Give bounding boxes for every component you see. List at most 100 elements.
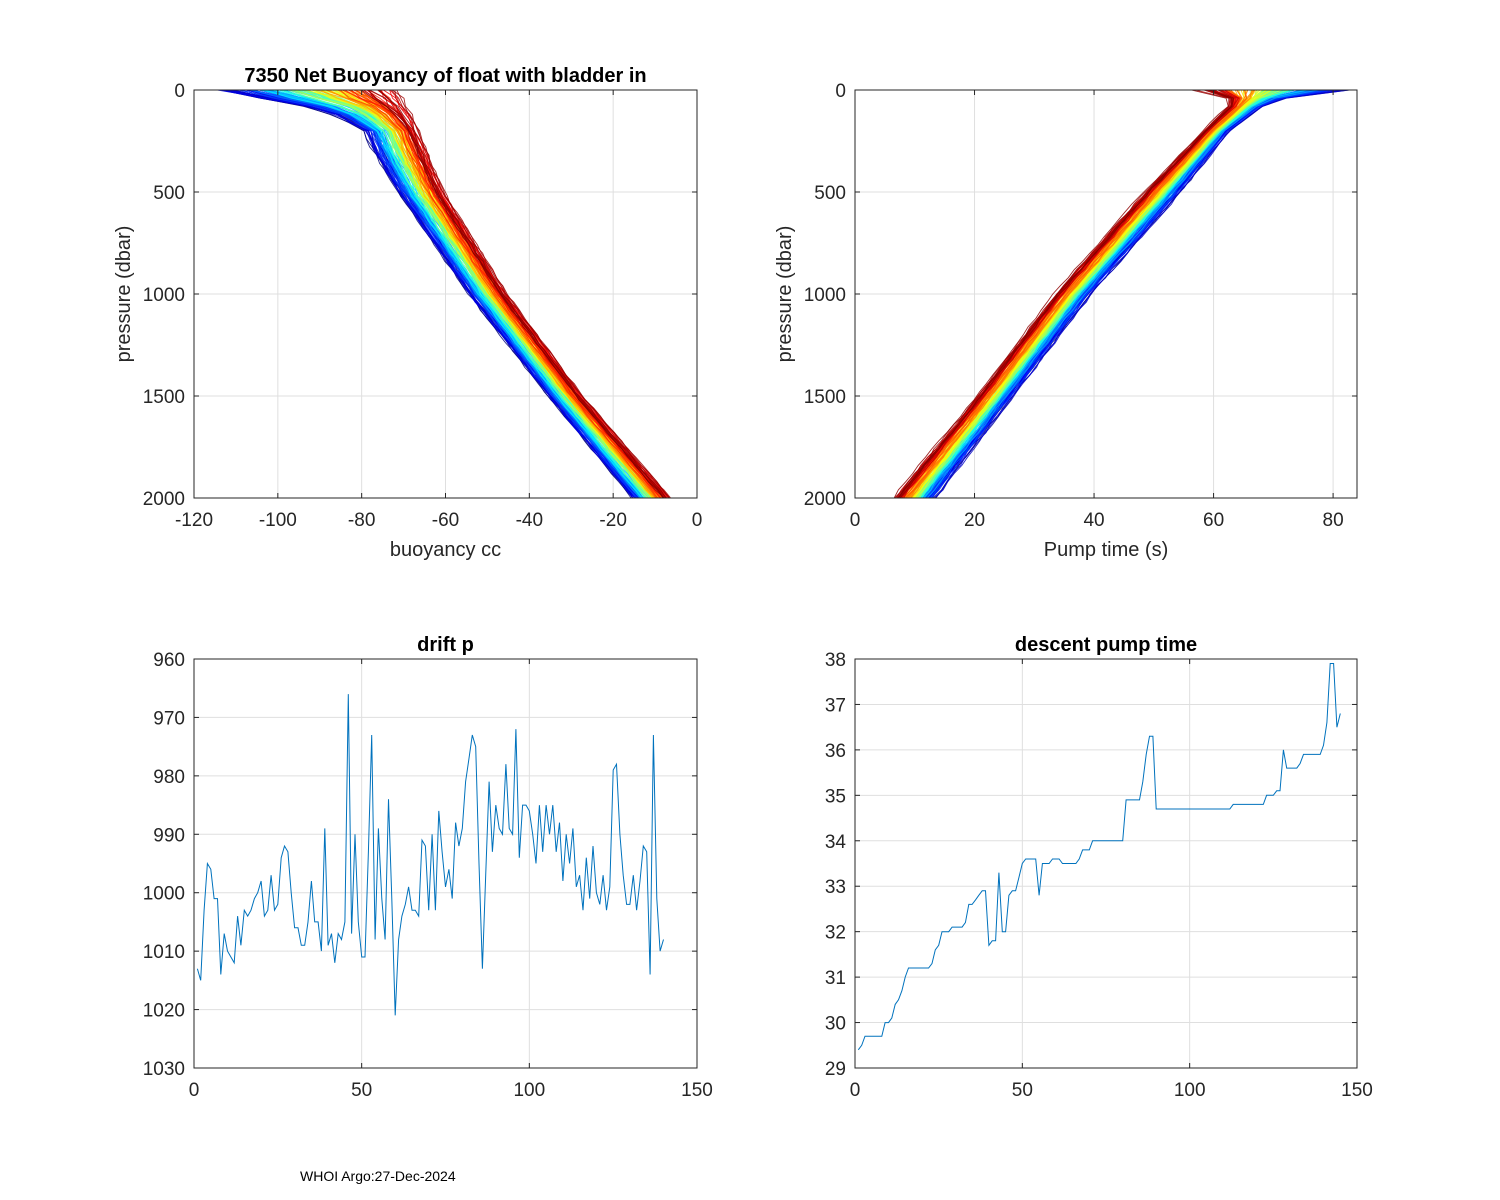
profile-line bbox=[893, 90, 1229, 498]
chart-title: drift p bbox=[417, 634, 474, 656]
profile-line bbox=[923, 90, 1308, 498]
x-tick-label: -40 bbox=[516, 510, 543, 531]
plot-area bbox=[196, 694, 664, 1016]
profile-line bbox=[239, 90, 639, 498]
plot-area bbox=[857, 663, 1341, 1051]
profile-line bbox=[240, 90, 636, 498]
y-tick-label: 2000 bbox=[143, 489, 185, 510]
series-line bbox=[857, 663, 1341, 1051]
x-tick-label: 150 bbox=[1341, 1080, 1373, 1101]
x-tick-label: 0 bbox=[189, 1080, 200, 1101]
x-tick-label: 50 bbox=[1012, 1080, 1033, 1101]
profile-line bbox=[391, 90, 670, 498]
pump-time-panel: 0 20 40 60 80 0 500 1000 1500 2000 Pump time (s) pr… bbox=[774, 81, 1358, 561]
profile-line bbox=[294, 90, 650, 498]
profile-line bbox=[927, 90, 1318, 498]
x-tick-label: 0 bbox=[850, 1080, 861, 1101]
x-tick-label: -60 bbox=[432, 510, 459, 531]
profile-line bbox=[361, 90, 664, 498]
profile-line bbox=[930, 90, 1327, 498]
x-axis-label: buoyancy cc bbox=[390, 539, 501, 561]
profile-line bbox=[916, 90, 1277, 498]
x-tick-label: -100 bbox=[259, 510, 297, 531]
x-tick-label: 0 bbox=[850, 510, 861, 531]
profile-line bbox=[217, 90, 634, 498]
profile-line bbox=[260, 90, 641, 498]
profile-line bbox=[934, 90, 1346, 498]
y-tick-label: 500 bbox=[814, 183, 846, 204]
x-tick-label: 150 bbox=[681, 1080, 713, 1101]
plot-area bbox=[217, 90, 672, 498]
x-tick-label: 50 bbox=[351, 1080, 372, 1101]
profile-line bbox=[350, 90, 662, 498]
y-tick-label: 990 bbox=[153, 825, 185, 846]
profile-line bbox=[305, 90, 653, 498]
x-tick-label: -80 bbox=[348, 510, 375, 531]
profile-line bbox=[344, 90, 662, 498]
y-tick-label: 36 bbox=[825, 741, 846, 762]
y-tick-label: 33 bbox=[825, 877, 846, 898]
y-tick-label: 0 bbox=[835, 81, 846, 102]
profile-line bbox=[898, 90, 1233, 498]
y-tick-label: 29 bbox=[825, 1059, 846, 1080]
axes-background bbox=[194, 659, 697, 1068]
y-tick-label: 37 bbox=[825, 695, 846, 716]
profile-line bbox=[377, 90, 667, 498]
profile-line bbox=[264, 90, 642, 498]
profile-line bbox=[378, 90, 667, 498]
profile-line bbox=[287, 90, 647, 498]
y-tick-label: 1000 bbox=[143, 285, 185, 306]
x-axis-label: Pump time (s) bbox=[1044, 539, 1168, 561]
axes-background bbox=[855, 659, 1357, 1068]
profile-line bbox=[230, 90, 636, 498]
y-tick-label: 1030 bbox=[143, 1059, 185, 1080]
y-tick-label: 0 bbox=[174, 81, 185, 102]
profile-line bbox=[279, 90, 645, 498]
buoyancy-panel: -120 -100 -80 -60 -40 -20 0 0 500 1000 1500 2000 735… bbox=[113, 65, 702, 561]
x-tick-label: 80 bbox=[1323, 510, 1344, 531]
drift-pressure-panel: 0 50 100 150 960 970 980 990 1000 1010 1020 1030 dri… bbox=[143, 634, 713, 1101]
profile-line bbox=[905, 90, 1247, 498]
y-tick-label: 1010 bbox=[143, 942, 185, 963]
y-tick-label: 970 bbox=[153, 708, 185, 729]
axes-frame bbox=[193, 658, 698, 1069]
x-tick-label: 60 bbox=[1203, 510, 1224, 531]
y-axis-label: pressure (dbar) bbox=[113, 226, 135, 363]
y-axis-label: pressure (dbar) bbox=[774, 226, 796, 363]
x-tick-label: -20 bbox=[599, 510, 626, 531]
y-tick-label: 31 bbox=[825, 968, 846, 989]
profile-line bbox=[320, 90, 654, 498]
footer-credit: WHOI Argo:27-Dec-2024 bbox=[300, 1168, 456, 1184]
y-tick-label: 34 bbox=[825, 832, 847, 853]
chart-title: descent pump time bbox=[1015, 634, 1197, 656]
profile-line bbox=[900, 90, 1238, 498]
plot-area bbox=[893, 90, 1350, 498]
x-tick-label: 0 bbox=[692, 510, 703, 531]
y-tick-label: 1000 bbox=[804, 285, 846, 306]
series-line bbox=[196, 694, 664, 1016]
y-tick-label: 1500 bbox=[804, 387, 846, 408]
profile-line bbox=[342, 90, 658, 498]
y-tick-label: 500 bbox=[153, 183, 185, 204]
y-tick-label: 1020 bbox=[143, 1001, 185, 1022]
y-tick-label: 35 bbox=[825, 786, 846, 807]
profile-line bbox=[315, 90, 656, 498]
x-tick-label: 100 bbox=[1174, 1080, 1206, 1101]
y-tick-label: 1000 bbox=[143, 884, 185, 905]
y-tick-label: 32 bbox=[825, 923, 846, 944]
profile-line bbox=[915, 90, 1284, 498]
x-tick-label: 20 bbox=[964, 510, 985, 531]
y-tick-label: 980 bbox=[153, 767, 185, 788]
x-tick-label: -120 bbox=[175, 510, 213, 531]
x-tick-label: 100 bbox=[513, 1080, 545, 1101]
y-tick-label: 2000 bbox=[804, 489, 846, 510]
y-tick-label: 960 bbox=[153, 650, 185, 671]
chart-title: 7350 Net Buoyancy of float with bladder … bbox=[244, 65, 646, 87]
y-tick-label: 30 bbox=[825, 1014, 846, 1035]
axes-frame bbox=[854, 658, 1358, 1069]
x-tick-label: 40 bbox=[1083, 510, 1104, 531]
y-tick-label: 38 bbox=[825, 650, 846, 671]
descent-pump-time-panel: 0 50 100 150 29 30 31 32 33 34 35 36 37 38 descent pum… bbox=[825, 634, 1373, 1101]
profile-line bbox=[272, 90, 646, 498]
